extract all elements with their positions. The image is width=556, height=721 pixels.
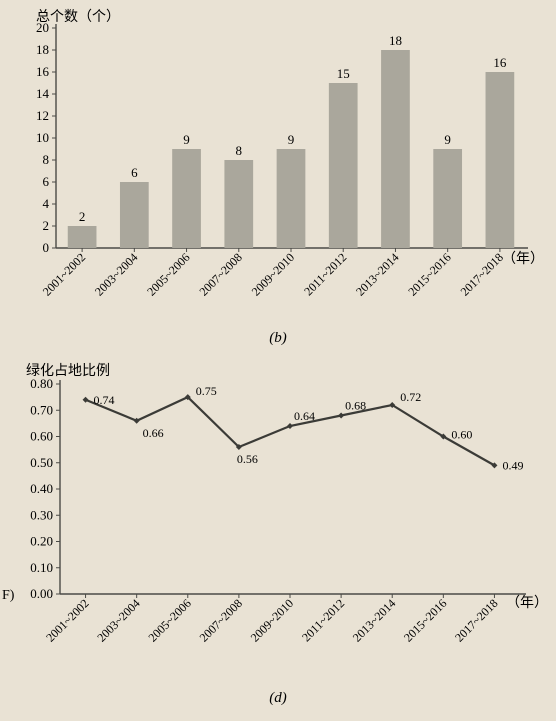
svg-text:0.20: 0.20: [30, 534, 53, 549]
svg-text:12: 12: [36, 108, 49, 123]
svg-text:0.50: 0.50: [30, 455, 53, 470]
svg-text:0.80: 0.80: [30, 376, 53, 391]
line-x-label: 2011~2012: [299, 596, 347, 644]
bar-x-label: 2013~2014: [353, 250, 401, 298]
line-chart-subplot-label: (d): [10, 690, 546, 707]
bar-x-label: 2015~2016: [405, 250, 453, 298]
svg-text:6: 6: [43, 174, 50, 189]
line-marker: [83, 397, 89, 403]
bar-value-label: 8: [236, 143, 243, 158]
bar-value-label: 2: [79, 209, 86, 224]
bar-value-label: 6: [131, 165, 138, 180]
bar-value-label: 18: [389, 33, 402, 48]
line-value-label: 0.72: [400, 390, 421, 404]
svg-text:0.60: 0.60: [30, 429, 53, 444]
line-value-label: 0.74: [94, 393, 115, 407]
bar: [172, 149, 201, 248]
bar: [68, 226, 97, 248]
line-marker: [338, 413, 344, 419]
svg-text:0.10: 0.10: [30, 560, 53, 575]
bar: [486, 72, 515, 248]
svg-text:0.30: 0.30: [30, 507, 53, 522]
line-chart-x-unit: （年）: [506, 592, 548, 612]
svg-text:0.70: 0.70: [30, 402, 53, 417]
bar-chart: 总个数（个） 0246810121416182022001~200262003~…: [10, 6, 546, 356]
line-x-label: 2015~2016: [401, 596, 449, 644]
line-x-label: 2013~2014: [350, 596, 398, 644]
line-chart-left-clipped-unit: F): [2, 588, 14, 604]
line-chart-svg: 0.00 0.10 0.20 0.30 0.40 0.50 0.60 0.70 0.80 0.74…: [10, 360, 546, 680]
page-container: { "background_color": "#e9e2d4", "axis_c…: [0, 0, 556, 721]
line-x-label: 2001~2002: [43, 596, 91, 644]
bar-value-label: 15: [337, 66, 350, 81]
line-x-label: 2005~2006: [145, 596, 193, 644]
line-x-label: 2009~2010: [248, 596, 296, 644]
bar: [224, 160, 253, 248]
bar: [433, 149, 462, 248]
bar-chart-svg: 0 2 4 6 8 10 12 14 16 18 20 2 2001~2002 6 2003~2004 9 20…: [10, 6, 546, 326]
svg-text:14: 14: [36, 86, 50, 101]
bar-chart-subplot-label: (b): [10, 330, 546, 347]
line-value-label: 0.64: [294, 409, 315, 423]
bar-x-label: 2011~2012: [301, 250, 349, 298]
bar-value-label: 9: [444, 132, 451, 147]
bar: [120, 182, 149, 248]
line-value-label: 0.66: [143, 426, 164, 440]
svg-text:16: 16: [36, 64, 50, 79]
svg-text:20: 20: [36, 20, 49, 35]
bar: [277, 149, 306, 248]
svg-text:8: 8: [43, 152, 50, 167]
line-value-label: 0.60: [451, 428, 472, 442]
line-value-label: 0.68: [345, 399, 366, 413]
line-value-label: 0.75: [196, 384, 217, 398]
bar-value-label: 9: [183, 132, 190, 147]
bar-x-label: 2003~2004: [92, 250, 140, 298]
bar: [329, 83, 358, 248]
svg-text:10: 10: [36, 130, 49, 145]
line-x-label: 2003~2004: [94, 596, 142, 644]
svg-text:4: 4: [43, 196, 50, 211]
bar-x-label: 2007~2008: [196, 250, 244, 298]
line-value-label: 0.49: [502, 458, 523, 472]
line-chart: 绿化占地比例 0.000.100.200.300.400.500.600.700…: [10, 360, 546, 715]
line-x-label: 2017~2018: [452, 596, 500, 644]
bar-value-label: 9: [288, 132, 295, 147]
line-marker: [287, 423, 293, 429]
svg-text:0.00: 0.00: [30, 586, 53, 601]
svg-text:18: 18: [36, 42, 49, 57]
line-x-label: 2007~2008: [197, 596, 245, 644]
bar-x-label: 2009~2010: [249, 250, 297, 298]
svg-text:0: 0: [43, 240, 50, 255]
bar-x-label: 2005~2006: [144, 250, 192, 298]
bar: [381, 50, 410, 248]
line-value-label: 0.56: [237, 452, 258, 466]
bar-value-label: 16: [493, 55, 507, 70]
svg-text:2: 2: [43, 218, 50, 233]
bar-chart-x-unit: （年）: [502, 248, 544, 268]
svg-text:0.40: 0.40: [30, 481, 53, 496]
bar-x-label: 2001~2002: [40, 250, 88, 298]
bar-x-label: 2017~2018: [458, 250, 506, 298]
